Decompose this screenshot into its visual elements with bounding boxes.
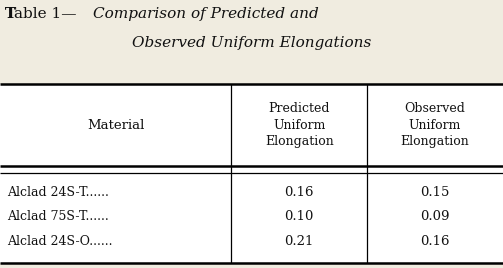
Text: 0.09: 0.09 — [421, 210, 450, 223]
Text: T: T — [5, 7, 16, 21]
Text: Observed Uniform Elongations: Observed Uniform Elongations — [132, 36, 371, 50]
Text: 0.15: 0.15 — [421, 186, 450, 199]
Text: Alclad 75S-T......: Alclad 75S-T...... — [8, 210, 109, 223]
Text: Alclad 24S-T......: Alclad 24S-T...... — [8, 186, 110, 199]
Text: Comparison of Predicted and: Comparison of Predicted and — [93, 7, 319, 21]
Text: Alclad 24S-O......: Alclad 24S-O...... — [8, 234, 113, 248]
FancyBboxPatch shape — [0, 84, 503, 263]
Text: 0.16: 0.16 — [285, 186, 314, 199]
Text: 0.10: 0.10 — [285, 210, 314, 223]
Text: 0.21: 0.21 — [285, 234, 314, 248]
Text: Table 1—: Table 1— — [5, 7, 76, 21]
Text: Observed
Uniform
Elongation: Observed Uniform Elongation — [401, 102, 469, 148]
Text: Predicted
Uniform
Elongation: Predicted Uniform Elongation — [265, 102, 333, 148]
Text: Material: Material — [87, 119, 144, 132]
Text: 0.16: 0.16 — [421, 234, 450, 248]
